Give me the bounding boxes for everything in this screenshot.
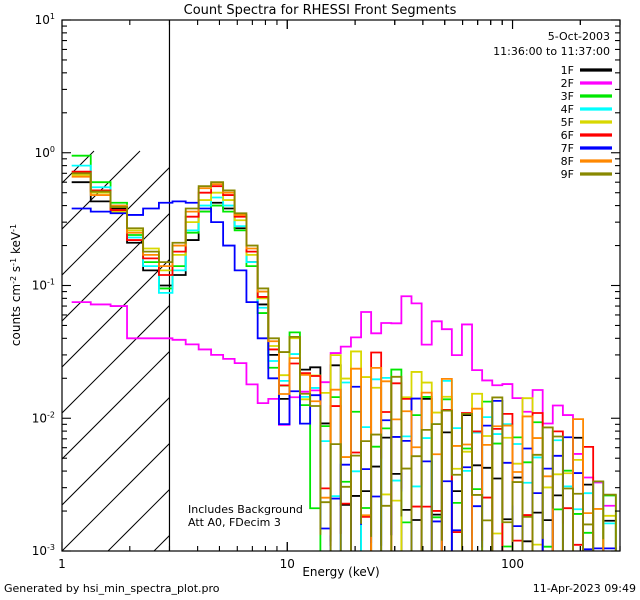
y-tick-label: 10-2 (32, 410, 55, 425)
legend-label-1F: 1F (561, 64, 574, 77)
y-axis-label-sup3: -1 (9, 224, 18, 232)
y-axis-label-base2: s (9, 266, 23, 276)
x-tick-label: 10 (280, 557, 295, 571)
footer-timestamp: 11-Apr-2023 09:49 (533, 582, 636, 595)
legend-label-9F: 9F (561, 168, 574, 181)
x-tick-label: 1 (58, 557, 66, 571)
y-tick-label: 10-3 (32, 543, 55, 558)
y-axis-label: counts cm-2 s-1 keV-1 (9, 224, 23, 346)
legend-label-2F: 2F (561, 77, 574, 90)
y-tick-label: 101 (35, 12, 55, 27)
svg-text:counts cm-2 s-1 keV-1: counts cm-2 s-1 keV-1 (9, 224, 23, 346)
x-axis-label: Energy (keV) (302, 565, 379, 579)
y-axis-label-base3: keV (9, 231, 23, 258)
footer-generator: Generated by hsi_min_spectra_plot.pro (4, 582, 220, 595)
y-tick-label: 100 (35, 145, 55, 160)
annotation-attenuator-note: Att A0, FDecim 3 (188, 516, 281, 529)
y-tick-labels: 101 100 10-1 10-2 10-3 (32, 12, 55, 558)
y-axis-label-base1: counts cm (9, 284, 23, 346)
observation-time-range: 11:36:00 to 11:37:00 (493, 45, 610, 58)
y-axis-label-sup2: -1 (9, 258, 18, 266)
legend-label-7F: 7F (561, 142, 574, 155)
observation-date: 5-Oct-2003 (548, 30, 610, 43)
legend-label-4F: 4F (561, 103, 574, 116)
y-axis-label-sup1: -2 (9, 276, 18, 284)
x-tick-label: 100 (501, 557, 524, 571)
legend-label-5F: 5F (561, 116, 574, 129)
axis-ticks (61, 19, 621, 552)
annotation-background-note: Includes Background (188, 503, 303, 516)
series-line-9F (71, 172, 617, 551)
spectra-curves (71, 154, 617, 551)
page-title: Count Spectra for RHESSI Front Segments (184, 3, 457, 18)
legend-label-3F: 3F (561, 90, 574, 103)
legend-label-6F: 6F (561, 129, 574, 142)
x-tick-labels: 1 10 100 (58, 557, 524, 571)
legend-label-8F: 8F (561, 155, 574, 168)
y-tick-label: 10-1 (32, 278, 55, 293)
